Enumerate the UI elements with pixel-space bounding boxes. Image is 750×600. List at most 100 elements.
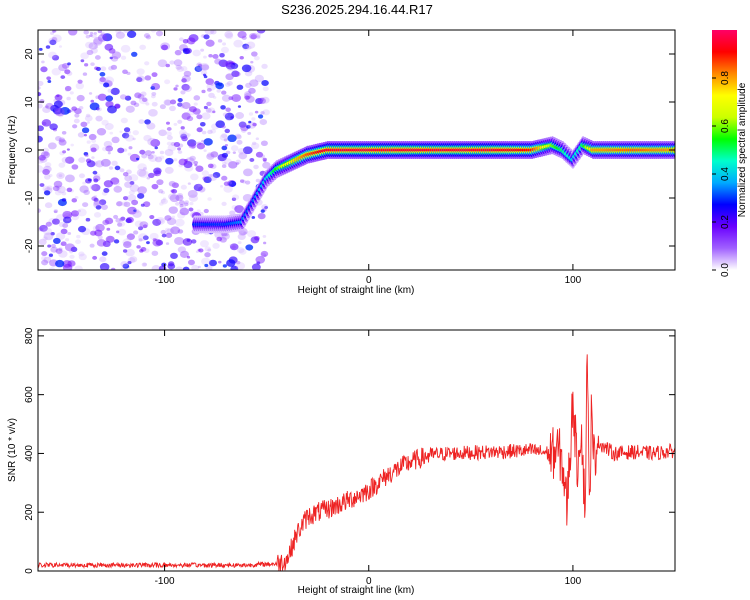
noise-speckle: [230, 265, 239, 270]
noise-speckle: [142, 224, 148, 229]
noise-speckle: [173, 122, 178, 126]
snr-panel: -100 0 100 0 200 400 600 800 Height of straight…: [7, 327, 676, 596]
noise-speckle: [132, 130, 139, 136]
noise-speckle: [254, 110, 259, 114]
noise-speckle: [58, 247, 63, 251]
noise-speckle: [38, 154, 46, 161]
noise-speckle: [159, 150, 165, 155]
noise-speckle: [160, 229, 167, 235]
noise-speckle: [114, 181, 121, 186]
noise-speckle: [223, 158, 232, 165]
noise-speckle: [187, 139, 197, 147]
noise-speckle: [248, 112, 254, 116]
noise-speckle: [126, 132, 130, 135]
noise-speckle: [225, 32, 234, 40]
noise-speckle: [177, 246, 187, 254]
noise-speckle: [175, 202, 180, 206]
noise-speckle: [208, 173, 218, 181]
noise-speckle: [65, 87, 70, 92]
noise-speckle: [47, 244, 52, 248]
noise-speckle: [203, 55, 207, 59]
noise-speckle: [50, 243, 56, 248]
noise-speckle: [91, 156, 95, 159]
noise-speckle: [194, 65, 203, 73]
noise-speckle: [48, 37, 58, 45]
noise-speckle: [175, 64, 182, 70]
noise-speckle: [221, 133, 228, 139]
noise-speckle: [216, 236, 223, 242]
noise-speckle: [175, 194, 184, 202]
noise-speckle: [155, 239, 164, 246]
noise-speckle: [58, 64, 68, 72]
noise-speckle: [197, 265, 201, 269]
noise-speckle: [210, 128, 217, 134]
noise-speckle: [43, 151, 49, 157]
noise-speckle: [244, 91, 252, 97]
noise-speckle: [166, 217, 177, 226]
noise-speckle: [179, 132, 190, 141]
noise-speckle: [84, 63, 89, 67]
noise-speckle: [208, 173, 213, 178]
noise-speckle: [111, 136, 120, 144]
noise-speckle: [124, 95, 132, 101]
noise-speckle: [201, 257, 211, 266]
noise-speckle: [142, 235, 149, 241]
noise-speckle: [208, 92, 215, 99]
y-tick-label: 0: [24, 568, 35, 574]
noise-speckle: [168, 193, 177, 200]
noise-speckle: [68, 30, 78, 36]
noise-speckle: [61, 198, 67, 202]
noise-speckle: [261, 63, 268, 69]
y-tick-label: 0: [24, 147, 35, 153]
noise-speckle: [167, 263, 176, 270]
noise-speckle: [208, 259, 217, 267]
noise-speckle: [58, 250, 68, 258]
x-tick-label: 0: [366, 576, 372, 587]
noise-speckle: [201, 112, 211, 120]
noise-speckle: [108, 66, 114, 71]
noise-speckle: [145, 102, 150, 106]
noise-speckle: [131, 51, 138, 57]
noise-speckle: [236, 84, 244, 90]
noise-speckle: [74, 265, 83, 270]
noise-speckle: [38, 47, 43, 51]
noise-speckle: [107, 88, 113, 93]
y-tick-label: 10: [24, 96, 35, 108]
x-tick-label: 100: [565, 275, 582, 286]
noise-speckle: [49, 123, 58, 131]
noise-speckle: [53, 209, 59, 213]
noise-speckle: [235, 134, 242, 140]
noise-speckle: [198, 248, 204, 253]
noise-speckle: [132, 137, 136, 141]
y-tick-label: 200: [24, 503, 35, 520]
noise-speckle: [236, 139, 243, 145]
noise-speckle: [85, 34, 91, 39]
noise-speckle: [145, 35, 152, 40]
noise-speckle: [221, 145, 228, 151]
noise-speckle: [243, 168, 253, 177]
noise-speckle: [42, 147, 49, 153]
noise-speckle: [194, 163, 198, 167]
noise-speckle: [92, 38, 103, 47]
noise-speckle: [154, 146, 158, 150]
noise-speckle: [132, 210, 142, 218]
noise-speckle: [221, 232, 230, 240]
noise-speckle: [235, 260, 241, 265]
noise-speckle: [237, 233, 246, 240]
noise-speckle: [120, 216, 126, 221]
noise-speckle: [233, 39, 244, 48]
y-tick-label: 800: [24, 327, 35, 344]
noise-speckle: [205, 108, 212, 113]
noise-speckle: [174, 266, 184, 270]
noise-speckle: [110, 267, 116, 270]
noise-speckle: [92, 255, 98, 260]
noise-speckle: [77, 79, 83, 84]
noise-speckle: [127, 261, 132, 265]
noise-speckle: [58, 45, 63, 48]
noise-speckle: [89, 31, 94, 35]
noise-speckle: [41, 259, 49, 266]
noise-speckle: [64, 69, 71, 75]
noise-speckle: [61, 156, 70, 164]
noise-speckle: [124, 175, 133, 182]
noise-speckle: [100, 32, 106, 37]
